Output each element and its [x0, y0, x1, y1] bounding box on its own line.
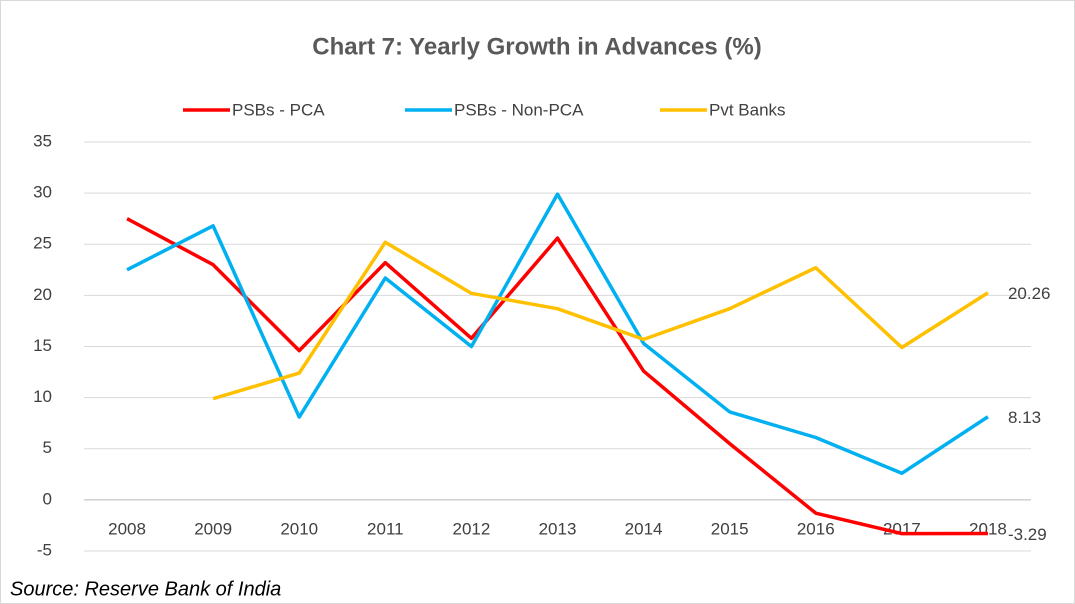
y-tick-label: 30: [33, 183, 52, 202]
y-tick-label: 25: [33, 234, 52, 253]
x-tick-label: 2012: [452, 519, 490, 538]
legend-label: Pvt Banks: [709, 100, 786, 119]
y-tick-label: 20: [33, 285, 52, 304]
data-label: -3.29: [1008, 525, 1047, 544]
chart-title: Chart 7: Yearly Growth in Advances (%): [312, 33, 761, 60]
y-tick-label: 10: [33, 387, 52, 406]
source-note: Source: Reserve Bank of India: [10, 578, 281, 600]
legend-label: PSBs - PCA: [232, 100, 325, 119]
y-tick-label: 15: [33, 336, 52, 355]
legend-label: PSBs - Non-PCA: [454, 100, 584, 119]
x-tick-label: 2010: [280, 519, 318, 538]
x-tick-label: 2008: [108, 519, 146, 538]
x-tick-label: 2009: [194, 519, 232, 538]
y-tick-label: -5: [37, 540, 52, 559]
x-tick-label: 2018: [969, 519, 1007, 538]
series-line: [126, 217, 988, 536]
series-line: [212, 240, 989, 401]
x-tick-label: 2013: [539, 519, 577, 538]
x-tick-label: 2011: [367, 519, 404, 538]
y-tick-label: 0: [43, 489, 52, 508]
data-label: 20.26: [1008, 284, 1051, 303]
x-tick-label: 2015: [711, 519, 749, 538]
y-tick-label: 35: [33, 131, 52, 150]
y-tick-label: 5: [43, 438, 52, 457]
data-label: 8.13: [1008, 408, 1041, 427]
series-line: [126, 192, 989, 476]
x-tick-label: 2016: [797, 519, 835, 538]
x-tick-label: 2014: [625, 519, 663, 538]
